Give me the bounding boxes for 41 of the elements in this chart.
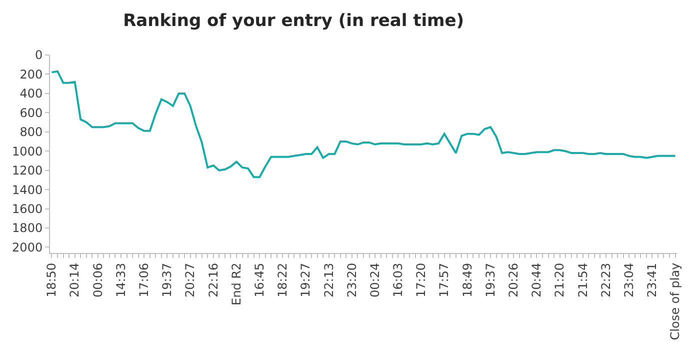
x-tick-label: 00:06	[90, 262, 105, 298]
y-tick-label: 400	[20, 86, 43, 101]
chart-title: Ranking of your entry (in real time)	[123, 10, 464, 31]
y-tick-label: 1200	[12, 164, 43, 178]
x-tick-label: 20:26	[506, 262, 521, 298]
x-tick-label: 20:14	[68, 262, 82, 298]
x-tick-label: 19:27	[298, 262, 313, 298]
x-tick-label: Close of play	[668, 262, 682, 340]
x-tick-label: 22:16	[206, 262, 220, 298]
x-tick-label: 00:24	[368, 262, 382, 298]
x-tick-label: 21:54	[576, 262, 590, 298]
x-tick-label: 18:22	[276, 262, 290, 298]
x-tick-label: 17:06	[137, 262, 152, 298]
x-tick-label: 16:03	[391, 262, 406, 298]
y-tick-label: 2000	[12, 240, 43, 254]
y-tick-label: 1600	[12, 202, 43, 216]
x-tick-label: 19:37	[160, 262, 174, 298]
y-tick-label: 1400	[12, 182, 43, 197]
x-tick-label: 21:20	[552, 262, 567, 298]
x-tick-label: 19:37	[483, 262, 498, 298]
x-tick-label: End R2	[229, 262, 244, 306]
x-tick-label: 20:44	[530, 262, 544, 298]
y-tick-label: 600	[20, 106, 43, 120]
y-tick-label: 800	[20, 125, 43, 140]
y-tick-label: 0	[34, 48, 43, 62]
x-tick-label: 23:20	[344, 262, 359, 298]
y-tick-label: 1000	[12, 144, 43, 158]
x-tick-label: 18:50	[44, 262, 59, 298]
x-tick-label: 23:04	[622, 262, 636, 298]
x-tick-label: 14:33	[114, 262, 128, 298]
x-tick-label: 22:23	[598, 262, 613, 298]
x-tick-label: 22:13	[322, 262, 336, 298]
y-tick-label: 1800	[12, 221, 43, 236]
x-tick-label: 18:49	[460, 262, 474, 298]
y-tick-label: 200	[20, 67, 43, 82]
x-tick-label: 17:57	[437, 262, 452, 298]
x-tick-label: 23:41	[645, 262, 660, 298]
x-tick-label: 17:20	[414, 262, 428, 298]
line-series	[50, 70, 676, 178]
x-tick-label: 16:45	[252, 262, 266, 298]
x-tick-label: 20:27	[183, 262, 198, 298]
